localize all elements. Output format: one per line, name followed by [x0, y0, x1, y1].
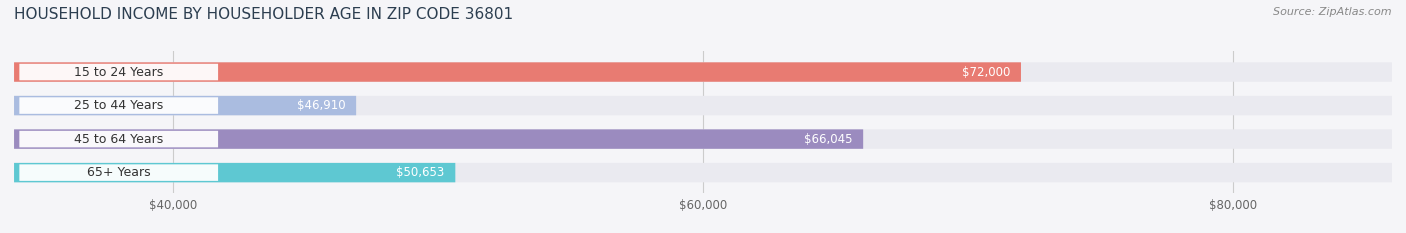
FancyBboxPatch shape [14, 163, 1392, 182]
Text: 25 to 44 Years: 25 to 44 Years [75, 99, 163, 112]
Text: $46,910: $46,910 [297, 99, 346, 112]
FancyBboxPatch shape [20, 131, 218, 147]
Text: 15 to 24 Years: 15 to 24 Years [75, 65, 163, 79]
FancyBboxPatch shape [14, 129, 863, 149]
FancyBboxPatch shape [14, 96, 1392, 115]
FancyBboxPatch shape [14, 62, 1021, 82]
Text: 45 to 64 Years: 45 to 64 Years [75, 133, 163, 146]
Text: Source: ZipAtlas.com: Source: ZipAtlas.com [1274, 7, 1392, 17]
FancyBboxPatch shape [20, 164, 218, 181]
FancyBboxPatch shape [14, 163, 456, 182]
Text: $72,000: $72,000 [962, 65, 1011, 79]
FancyBboxPatch shape [20, 97, 218, 114]
Text: $66,045: $66,045 [804, 133, 852, 146]
FancyBboxPatch shape [14, 62, 1392, 82]
FancyBboxPatch shape [14, 129, 1392, 149]
Text: 65+ Years: 65+ Years [87, 166, 150, 179]
Text: HOUSEHOLD INCOME BY HOUSEHOLDER AGE IN ZIP CODE 36801: HOUSEHOLD INCOME BY HOUSEHOLDER AGE IN Z… [14, 7, 513, 22]
Text: $50,653: $50,653 [396, 166, 444, 179]
FancyBboxPatch shape [14, 96, 356, 115]
FancyBboxPatch shape [20, 64, 218, 80]
